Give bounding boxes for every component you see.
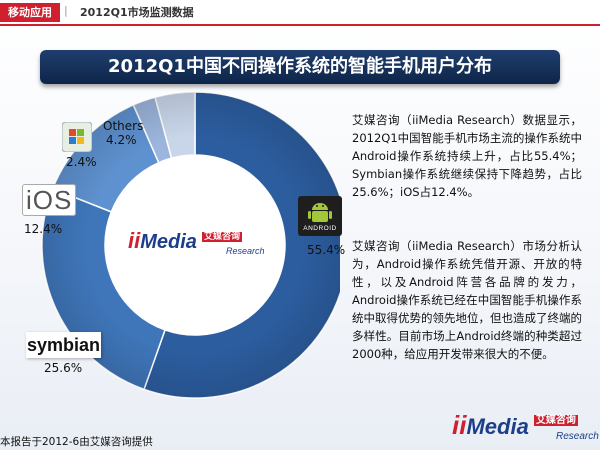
android-logo: ANDROID [298,196,342,236]
description-paragraph-2: 艾媒咨询（iiMedia Research）市场分析认为，Android操作系统… [352,239,582,361]
others-value: 4.2% [106,133,137,147]
ios-logo-text: iOS [22,184,77,216]
page-title: 2012Q1中国不同操作系统的智能手机用户分布 [40,50,560,84]
brand-ii: ii [452,410,467,440]
ios-value: 12.4% [24,222,63,236]
breadcrumb: 2012Q1市场监测数据 [80,6,194,19]
brand-research: Research [556,431,599,442]
logo-ii: ii [128,228,141,253]
android-icon [308,203,332,222]
windows-icon [61,121,93,153]
brand-media: Media [466,414,529,439]
ios-logo: iOS [22,184,77,216]
symbian-logo: symbian [26,332,101,358]
logo-media: Media [140,231,197,253]
symbian-value: 25.6% [44,361,83,375]
windows-value: 2.4% [66,155,97,169]
symbian-logo-text: symbian [26,335,101,355]
logo-cn: 艾媒咨询 [202,232,243,242]
brand-logo: iiMedia 艾媒咨询 Research [452,410,599,442]
top-bar: 移动应用 | 2012Q1市场监测数据 [0,0,600,26]
android-logo-text: ANDROID [303,225,337,232]
breadcrumb-separator: | [64,4,68,17]
description-paragraph-1: 艾媒咨询（iiMedia Research）数据显示，2012Q1中国智能手机市… [352,113,582,199]
category-tag: 移动应用 [0,3,60,22]
center-logo: iiMedia 艾媒咨询 Research [128,228,265,256]
brand-cn: 艾媒咨询 [533,415,578,426]
others-name: Others [103,119,144,133]
footer-note: 本报告于2012-6由艾媒咨询提供 [0,436,153,448]
android-value: 55.4% [307,243,346,257]
logo-research: Research [226,246,265,256]
